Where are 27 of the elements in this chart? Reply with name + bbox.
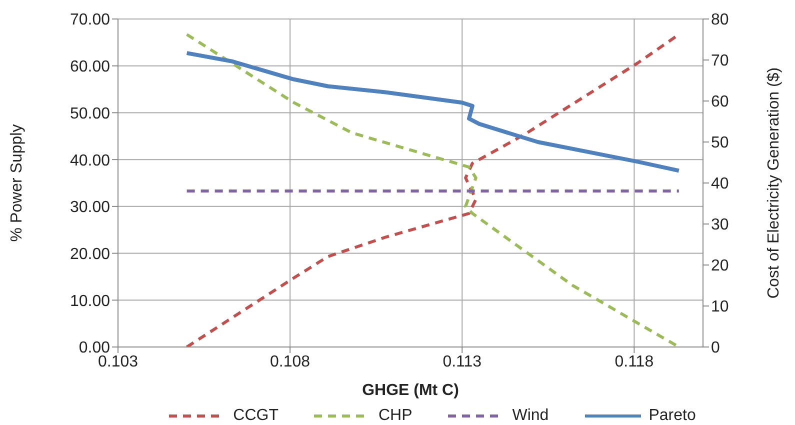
y2-tick-label: 70 [711, 52, 729, 70]
y2-tick-label: 60 [711, 94, 729, 111]
y2-tick-label: 10 [711, 298, 729, 316]
y-tick-label: 40.00 [70, 152, 110, 170]
y-tick-label: 60.00 [70, 58, 110, 76]
y2-tick-label: 40 [711, 176, 729, 193]
x-tick-label: 0.118 [614, 353, 654, 370]
y-tick-label: 10.00 [70, 292, 110, 310]
y2-tick-label: 20 [711, 258, 729, 275]
legend-label: CCGT [233, 407, 278, 425]
y2-tick-label: 50 [711, 134, 729, 152]
y2-axis-title: Cost of Electricity Generation ($) [766, 67, 783, 299]
y-tick-label: 70.00 [70, 12, 110, 29]
legend-label: CHP [378, 407, 412, 425]
y-tick-label: 50.00 [70, 105, 110, 122]
x-tick-label: 0.113 [442, 353, 482, 370]
x-tick-label: 0.108 [270, 353, 310, 370]
legend-label: Wind [512, 407, 549, 425]
y-tick-label: 30.00 [70, 199, 110, 216]
y2-tick-label: 30 [711, 216, 729, 234]
legend-label: Pareto [648, 407, 696, 425]
y2-tick-label: 0 [711, 340, 720, 357]
y2-tick-label: 80 [711, 12, 729, 29]
y-tick-label: 20.00 [70, 246, 110, 263]
line-series [184, 51, 681, 173]
x-axis-title: GHGE (Mt C) [362, 382, 459, 399]
y-axis-title: % Power Supply [8, 124, 26, 242]
